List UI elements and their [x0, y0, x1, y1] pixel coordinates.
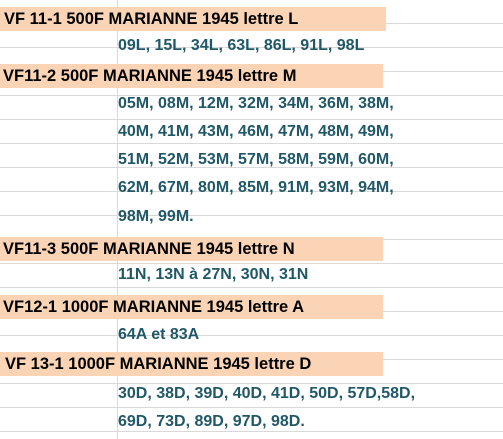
section-a-line-1: 64A et 83A: [118, 326, 200, 343]
section-d-line-2: 69D, 73D, 89D, 97D, 98D.: [118, 413, 305, 430]
section-m-line-4: 62M, 67M, 80M, 85M, 91M, 93M, 94M,: [118, 179, 394, 196]
section-m-line-1: 05M, 08M, 12M, 32M, 34M, 36M, 38M,: [118, 95, 394, 112]
column-divider: [117, 0, 118, 439]
section-m-line-3: 51M, 52M, 53M, 57M, 58M, 59M, 60M,: [118, 151, 394, 168]
section-header-lettre-m: VF11-2 500F MARIANNE 1945 lettre M: [0, 64, 383, 88]
section-d-line-1: 30D, 38D, 39D, 40D, 41D, 50D, 57D,58D,: [118, 385, 416, 402]
section-l-line-1: 09L, 15L, 34L, 63L, 86L, 91L, 98L: [118, 37, 365, 54]
section-header-lettre-n: VF11-3 500F MARIANNE 1945 lettre N: [0, 237, 383, 261]
section-header-lettre-l: VF 11-1 500F MARIANNE 1945 lettre L: [0, 7, 386, 31]
section-n-line-1: 11N, 13N à 27N, 30N, 31N: [118, 266, 309, 283]
section-m-line-5: 98M, 99M.: [118, 208, 194, 225]
section-header-lettre-a: VF12-1 1000F MARIANNE 1945 lettre A: [0, 295, 383, 319]
section-header-lettre-d: VF 13-1 1000F MARIANNE 1945 lettre D: [0, 352, 383, 376]
section-m-line-2: 40M, 41M, 43M, 46M, 47M, 48M, 49M,: [118, 123, 394, 140]
